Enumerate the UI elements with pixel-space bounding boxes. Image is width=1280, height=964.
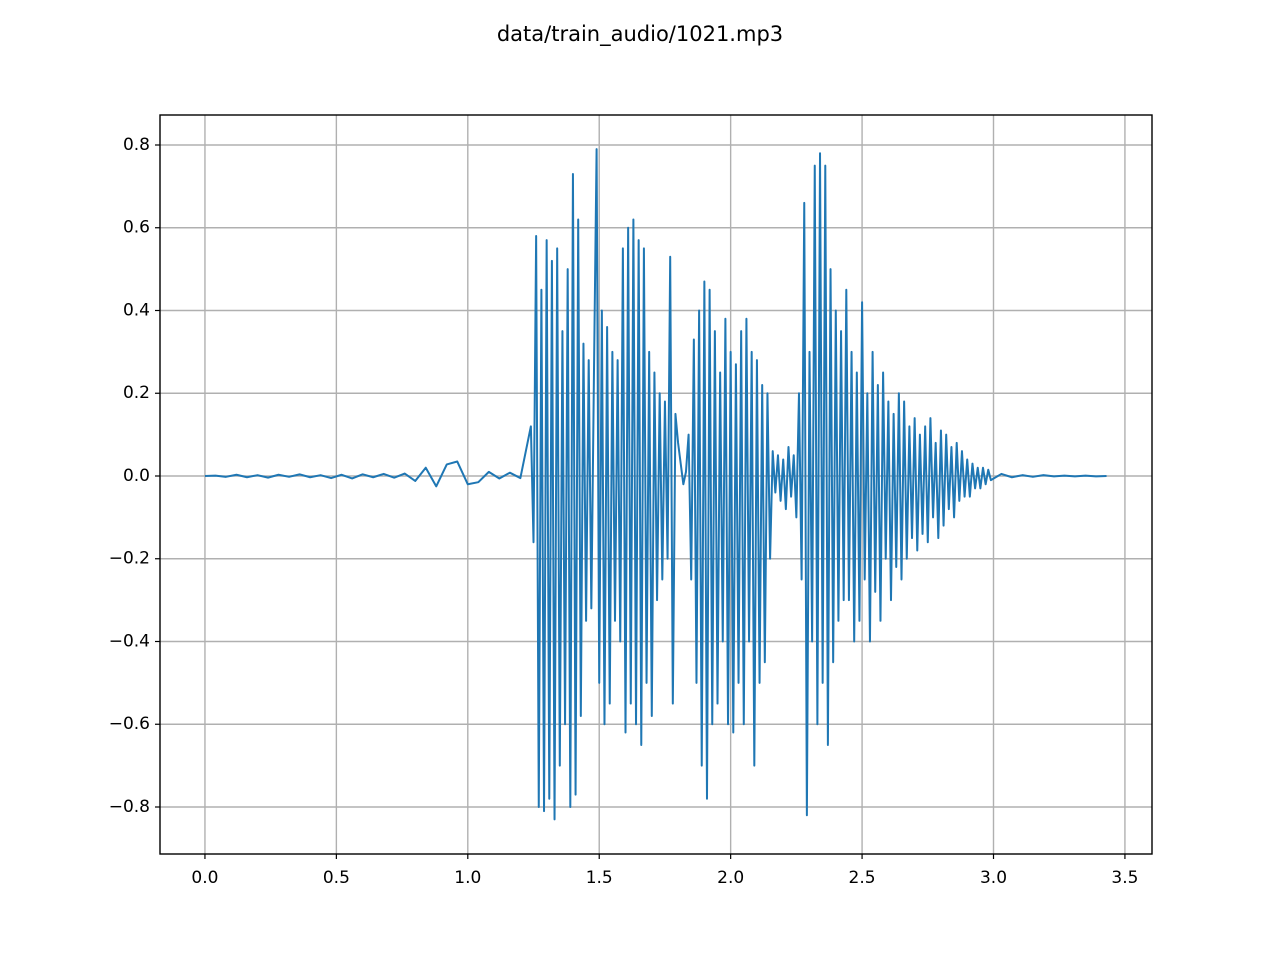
y-tick-label: 0.2	[123, 383, 150, 403]
plot-frame	[159, 114, 1153, 855]
y-tick-label: −0.8	[109, 797, 150, 817]
y-tick-label: 0.4	[123, 300, 150, 320]
chart-title: data/train_audio/1021.mp3	[497, 22, 783, 47]
x-tick-label: 1.0	[454, 868, 481, 888]
x-tick-label: 0.0	[191, 868, 218, 888]
waveform-line	[204, 148, 1107, 821]
y-tick-label: −0.6	[109, 714, 150, 734]
x-tick-label: 2.5	[849, 868, 876, 888]
y-tick-label: 0.0	[123, 466, 150, 486]
y-tick-label: −0.4	[109, 631, 150, 651]
x-tick-label: 0.5	[323, 868, 350, 888]
y-tick-label: 0.6	[123, 218, 150, 238]
x-tick-label: 1.5	[586, 868, 613, 888]
x-tick-label: 3.5	[1111, 868, 1138, 888]
x-tick-label: 3.0	[980, 868, 1007, 888]
y-tick-label: −0.2	[109, 549, 150, 569]
y-tick-label: 0.8	[123, 135, 150, 155]
x-tick-label: 2.0	[717, 868, 744, 888]
